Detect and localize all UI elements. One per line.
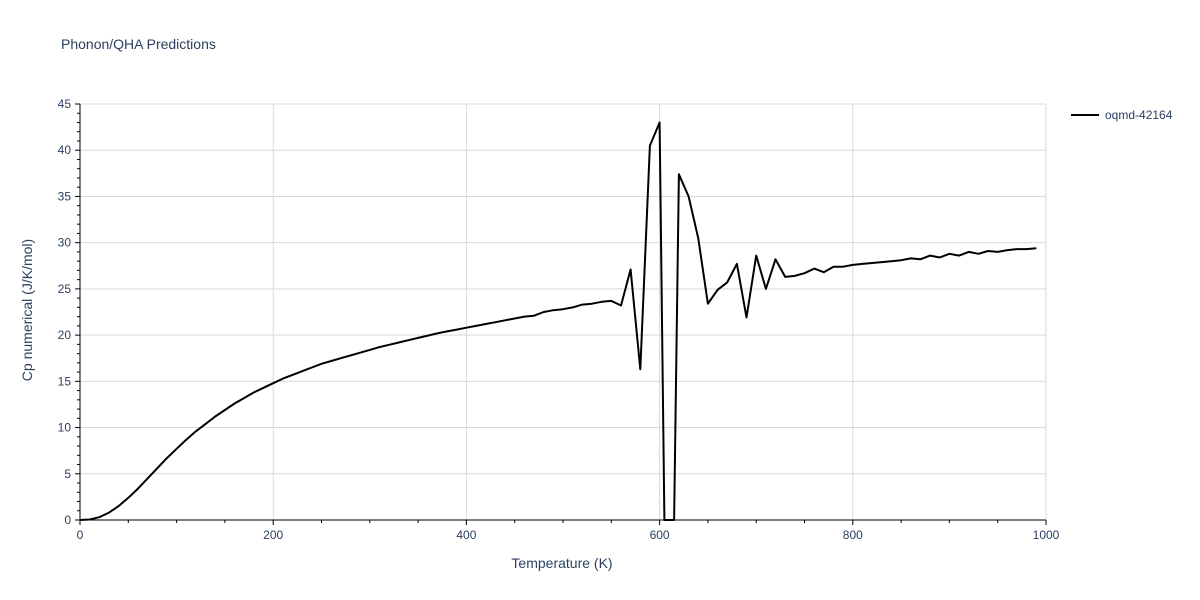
x-axis-title: Temperature (K) <box>511 555 612 571</box>
x-tick-label: 800 <box>843 528 863 542</box>
y-tick-label: 40 <box>58 143 72 157</box>
legend[interactable]: oqmd-42164 <box>1071 108 1173 122</box>
y-tick-label: 0 <box>64 513 71 527</box>
axes-layer <box>75 103 1047 525</box>
y-tick-label: 20 <box>58 328 72 342</box>
x-tick-label: 0 <box>77 528 84 542</box>
x-tick-label: 200 <box>263 528 283 542</box>
x-tick-label: 1000 <box>1033 528 1060 542</box>
series-layer <box>80 121 1037 521</box>
y-tick-label: 45 <box>58 97 72 111</box>
series-line-oqmd-42164 <box>80 121 1037 521</box>
legend-label: oqmd-42164 <box>1105 108 1173 122</box>
x-tick-label: 400 <box>456 528 476 542</box>
chart-title: Phonon/QHA Predictions <box>61 36 216 52</box>
tick-label-layer: 0 200 400 600 800 1000 0 5 10 15 20 25 30 35 40 45 <box>58 97 1060 542</box>
y-tick-label: 10 <box>58 421 72 435</box>
y-axis-title: Cp numerical (J/K/mol) <box>19 239 35 381</box>
y-tick-label: 15 <box>58 374 72 388</box>
x-tick-label: 600 <box>650 528 670 542</box>
grid-layer <box>80 103 1047 520</box>
y-tick-label: 25 <box>58 282 72 296</box>
y-tick-label: 30 <box>58 236 72 250</box>
y-tick-label: 35 <box>58 189 72 203</box>
y-tick-label: 5 <box>64 467 71 481</box>
